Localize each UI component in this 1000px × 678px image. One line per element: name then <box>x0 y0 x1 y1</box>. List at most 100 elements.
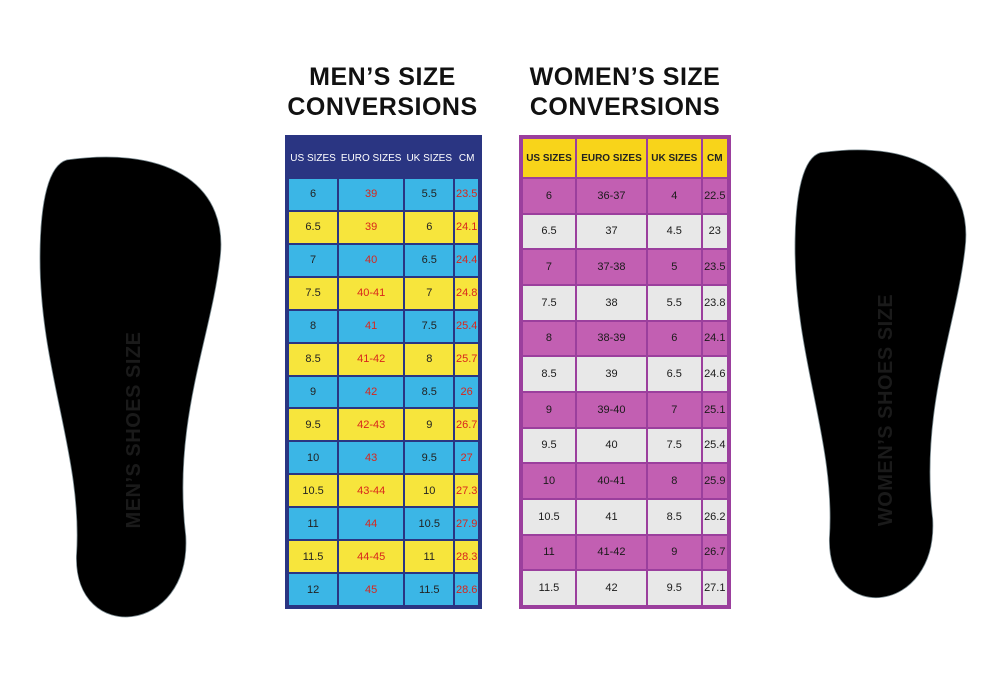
men-cell-uk: 9.5 <box>405 442 454 474</box>
men-size-table: US SIZES EURO SIZES UK SIZES CM 6 39 5.5 23… <box>285 135 482 609</box>
women-cell-cm: 25.1 <box>702 392 727 427</box>
men-outline-label: US 12 <box>0 0 17 2</box>
men-cell-cm: 23.5 <box>455 179 478 210</box>
women-cell-euro: 41-42 <box>576 535 646 570</box>
men-header-euro: EURO SIZES <box>339 139 404 177</box>
men-cell-cm: 28.6 <box>455 574 478 605</box>
women-cell-cm: 23.8 <box>702 285 727 320</box>
men-cell-uk: 9 <box>405 409 454 441</box>
women-cell-us: 7 <box>523 250 575 284</box>
men-title-line1: MEN’S SIZE <box>309 63 456 91</box>
women-cell-us: 6 <box>523 179 575 213</box>
men-outline-label: US 6 <box>0 0 14 2</box>
men-outline-label: US 8 <box>0 0 14 2</box>
men-cell-euro: 40 <box>339 244 404 276</box>
women-outline-label: US 6 <box>760 0 774 2</box>
women-table-row: 9.5 40 7.5 25.4 <box>523 428 727 463</box>
women-header-us: US SIZES <box>523 139 575 177</box>
women-insoles-illustration: UK 9US 1126.7 cmUK 8US 1025.9 cmUK 7US 9… <box>760 0 967 599</box>
men-table-row: 10 43 9.5 27 <box>289 442 478 474</box>
men-table-header-row: US SIZES EURO SIZES UK SIZES CM <box>289 139 478 177</box>
men-outline-label: UK 6.5 <box>0 0 19 2</box>
men-outline-label: US 10 <box>0 0 17 2</box>
women-table-row: 10 40-41 8 25.9 <box>523 464 727 498</box>
men-insole-inner <box>39 156 222 618</box>
men-outline-label: UK 7.5 <box>0 0 19 2</box>
men-cell-us: 7.5 <box>289 277 338 309</box>
men-cell-euro: 40-41 <box>339 277 404 309</box>
men-cell-euro: 44-45 <box>339 541 404 573</box>
men-cell-cm: 27.3 <box>455 475 478 507</box>
men-cell-uk: 5.5 <box>405 179 454 210</box>
men-outline-label: UK 10.5 <box>0 0 22 2</box>
women-cell-uk: 4 <box>648 179 701 213</box>
women-cell-euro: 36-37 <box>576 179 646 213</box>
women-outline-label: US 7 <box>760 0 774 2</box>
women-cell-euro: 42 <box>576 571 646 605</box>
women-table-row: 10.5 41 8.5 26.2 <box>523 499 727 534</box>
men-table-row: 12 45 11.5 28.6 <box>289 574 478 605</box>
men-cell-uk: 11.5 <box>405 574 454 605</box>
women-outline-label: UK 4 <box>760 0 774 2</box>
women-outline-label: UK 6 <box>760 0 774 2</box>
men-cell-euro: 39 <box>339 211 404 243</box>
men-cell-us: 11.5 <box>289 541 338 573</box>
men-table-row: 6.5 39 6 24.1 <box>289 211 478 243</box>
men-cell-euro: 41-42 <box>339 343 404 375</box>
women-cell-euro: 39-40 <box>576 392 646 427</box>
women-cell-euro: 38 <box>576 285 646 320</box>
men-header-cm: CM <box>455 139 478 177</box>
women-cell-uk: 8.5 <box>648 499 701 534</box>
women-table-row: 8 38-39 6 24.1 <box>523 321 727 356</box>
women-cell-cm: 25.9 <box>702 464 727 498</box>
women-outline-label: US 11 <box>760 0 777 2</box>
men-cell-uk: 7.5 <box>405 310 454 342</box>
women-cell-euro: 41 <box>576 499 646 534</box>
men-outline-label: UK 8.5 <box>0 0 19 2</box>
men-table-row: 7 40 6.5 24.4 <box>289 244 478 276</box>
women-cell-euro: 37 <box>576 214 646 249</box>
women-cell-us: 8.5 <box>523 357 575 391</box>
women-outline-label: UK 5 <box>760 0 774 2</box>
women-cell-us: 6.5 <box>523 214 575 249</box>
women-cell-uk: 9.5 <box>648 571 701 605</box>
women-header-uk: UK SIZES <box>648 139 701 177</box>
women-cell-uk: 9 <box>648 535 701 570</box>
men-cell-euro: 43-44 <box>339 475 404 507</box>
men-cell-euro: 39 <box>339 179 404 210</box>
women-table-row: 11 41-42 9 26.7 <box>523 535 727 570</box>
men-table-row: 11 44 10.5 27.9 <box>289 508 478 540</box>
men-cell-us: 12 <box>289 574 338 605</box>
women-table-row: 6.5 37 4.5 23 <box>523 214 727 249</box>
women-cell-cm: 26.7 <box>702 535 727 570</box>
women-outline-label: US 8 <box>760 0 774 2</box>
women-table-row: 11.5 42 9.5 27.1 <box>523 571 727 605</box>
men-outline-label: US 9 <box>0 0 14 2</box>
men-table-row: 9.5 42-43 9 26.7 <box>289 409 478 441</box>
women-outline-label: US 10 <box>760 0 777 2</box>
women-table-row: 8.5 39 6.5 24.6 <box>523 357 727 391</box>
men-outline-label: 28.6 cm <box>0 0 21 2</box>
women-header-euro: EURO SIZES <box>576 139 646 177</box>
men-cell-euro: 45 <box>339 574 404 605</box>
men-outline-label: 26 cm <box>0 0 16 2</box>
women-cell-euro: 40 <box>576 428 646 463</box>
men-outline-label: 24.4 cm <box>0 0 21 2</box>
women-outline-label: US 9 <box>760 0 774 2</box>
women-table-row: 7.5 38 5.5 23.8 <box>523 285 727 320</box>
men-cell-cm: 24.8 <box>455 277 478 309</box>
men-cell-uk: 8 <box>405 343 454 375</box>
men-cell-us: 11 <box>289 508 338 540</box>
women-cell-uk: 7.5 <box>648 428 701 463</box>
women-cell-us: 11 <box>523 535 575 570</box>
men-header-uk: UK SIZES <box>405 139 454 177</box>
men-cell-euro: 41 <box>339 310 404 342</box>
men-outline-label: 23.5 cm <box>0 0 21 2</box>
women-title-line1: WOMEN’S SIZE <box>529 63 721 91</box>
men-cell-cm: 28.3 <box>455 541 478 573</box>
women-cell-uk: 5.5 <box>648 285 701 320</box>
women-cell-us: 11.5 <box>523 571 575 605</box>
women-cell-us: 7.5 <box>523 285 575 320</box>
women-cell-us: 9.5 <box>523 428 575 463</box>
